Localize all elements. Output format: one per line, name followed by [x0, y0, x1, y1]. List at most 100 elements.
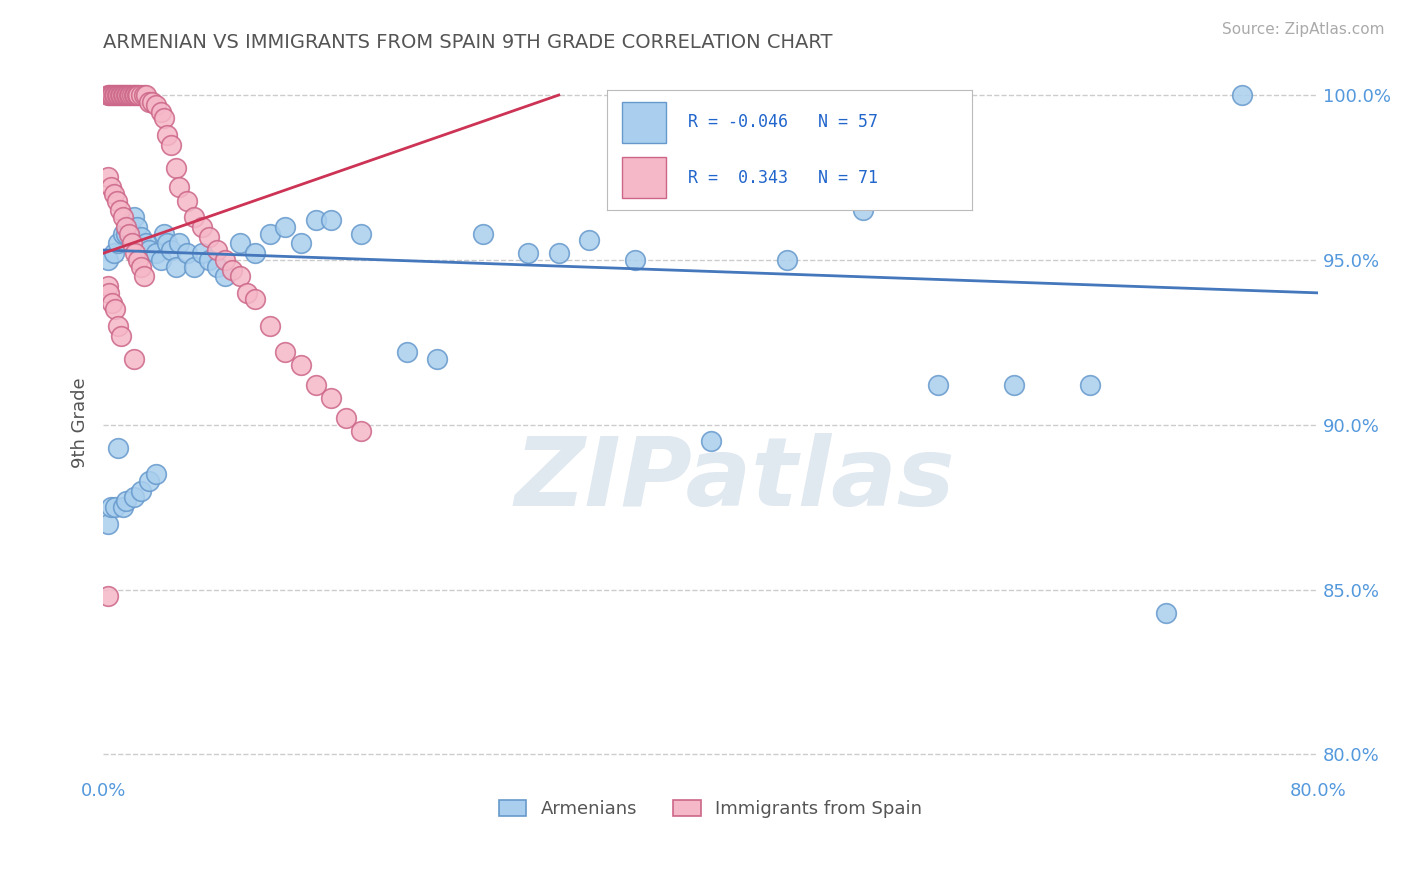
Point — [395, 345, 418, 359]
Point — [1002, 378, 1025, 392]
Point — [104, 302, 127, 317]
Point — [214, 252, 236, 267]
Point — [111, 227, 134, 241]
Point — [129, 230, 152, 244]
Point — [118, 88, 141, 103]
Point — [183, 210, 205, 224]
Point — [165, 260, 187, 274]
Point — [274, 219, 297, 234]
Point — [426, 351, 449, 366]
Point — [156, 128, 179, 142]
Point — [229, 269, 252, 284]
Point — [205, 260, 228, 274]
Point — [100, 500, 122, 515]
Point — [1154, 606, 1177, 620]
Point — [100, 88, 122, 103]
Text: ZIPatlas: ZIPatlas — [515, 434, 955, 526]
Point — [120, 219, 142, 234]
Point — [145, 98, 167, 112]
Point — [191, 246, 214, 260]
Point — [101, 88, 124, 103]
Point — [111, 210, 134, 224]
Point — [97, 170, 120, 185]
Point — [117, 88, 139, 103]
Point — [243, 246, 266, 260]
Point — [259, 318, 281, 333]
Point — [350, 227, 373, 241]
Point — [104, 88, 127, 103]
Point — [141, 95, 163, 109]
Point — [101, 295, 124, 310]
Point — [775, 252, 797, 267]
Point — [125, 88, 148, 103]
Point — [115, 493, 138, 508]
Point — [138, 474, 160, 488]
Point — [927, 378, 949, 392]
Point — [145, 467, 167, 482]
Point — [107, 236, 129, 251]
Point — [160, 137, 183, 152]
Point — [138, 95, 160, 109]
Point — [103, 186, 125, 201]
Point — [115, 219, 138, 234]
Point — [98, 88, 121, 103]
Point — [115, 227, 138, 241]
Text: Source: ZipAtlas.com: Source: ZipAtlas.com — [1222, 22, 1385, 37]
Point — [124, 88, 146, 103]
Point — [97, 252, 120, 267]
Point — [135, 88, 157, 103]
Point — [97, 516, 120, 531]
Point — [111, 88, 134, 103]
Point — [129, 483, 152, 498]
Point — [205, 243, 228, 257]
Point — [112, 88, 135, 103]
Text: ARMENIAN VS IMMIGRANTS FROM SPAIN 9TH GRADE CORRELATION CHART: ARMENIAN VS IMMIGRANTS FROM SPAIN 9TH GR… — [103, 33, 832, 52]
Point — [97, 88, 120, 103]
Point — [125, 219, 148, 234]
Point — [167, 180, 190, 194]
Point — [135, 236, 157, 251]
Point — [103, 246, 125, 260]
Point — [183, 260, 205, 274]
Y-axis label: 9th Grade: 9th Grade — [72, 378, 89, 468]
Point — [105, 194, 128, 208]
Point — [623, 252, 645, 267]
Point — [1230, 88, 1253, 103]
Point — [134, 88, 156, 103]
Point — [108, 203, 131, 218]
Point — [221, 262, 243, 277]
Point — [122, 491, 145, 505]
Point — [290, 359, 312, 373]
Point — [98, 285, 121, 300]
Point — [236, 285, 259, 300]
Point — [578, 233, 600, 247]
Point — [108, 88, 131, 103]
Point — [153, 227, 176, 241]
Point — [107, 318, 129, 333]
Point — [105, 88, 128, 103]
Point — [134, 269, 156, 284]
Point — [107, 88, 129, 103]
Point — [198, 252, 221, 267]
Point — [129, 88, 152, 103]
Point — [319, 392, 342, 406]
Point — [122, 351, 145, 366]
Point — [110, 328, 132, 343]
Point — [350, 425, 373, 439]
Point — [274, 345, 297, 359]
Point — [156, 236, 179, 251]
Point — [97, 279, 120, 293]
Point — [517, 246, 540, 260]
Point — [305, 378, 328, 392]
Point — [118, 227, 141, 241]
Point — [129, 260, 152, 274]
Point — [471, 227, 494, 241]
Point — [103, 88, 125, 103]
Point — [104, 500, 127, 515]
Point — [122, 88, 145, 103]
Point — [167, 236, 190, 251]
Point — [121, 88, 143, 103]
Point — [176, 194, 198, 208]
Point — [290, 236, 312, 251]
Point — [149, 104, 172, 119]
